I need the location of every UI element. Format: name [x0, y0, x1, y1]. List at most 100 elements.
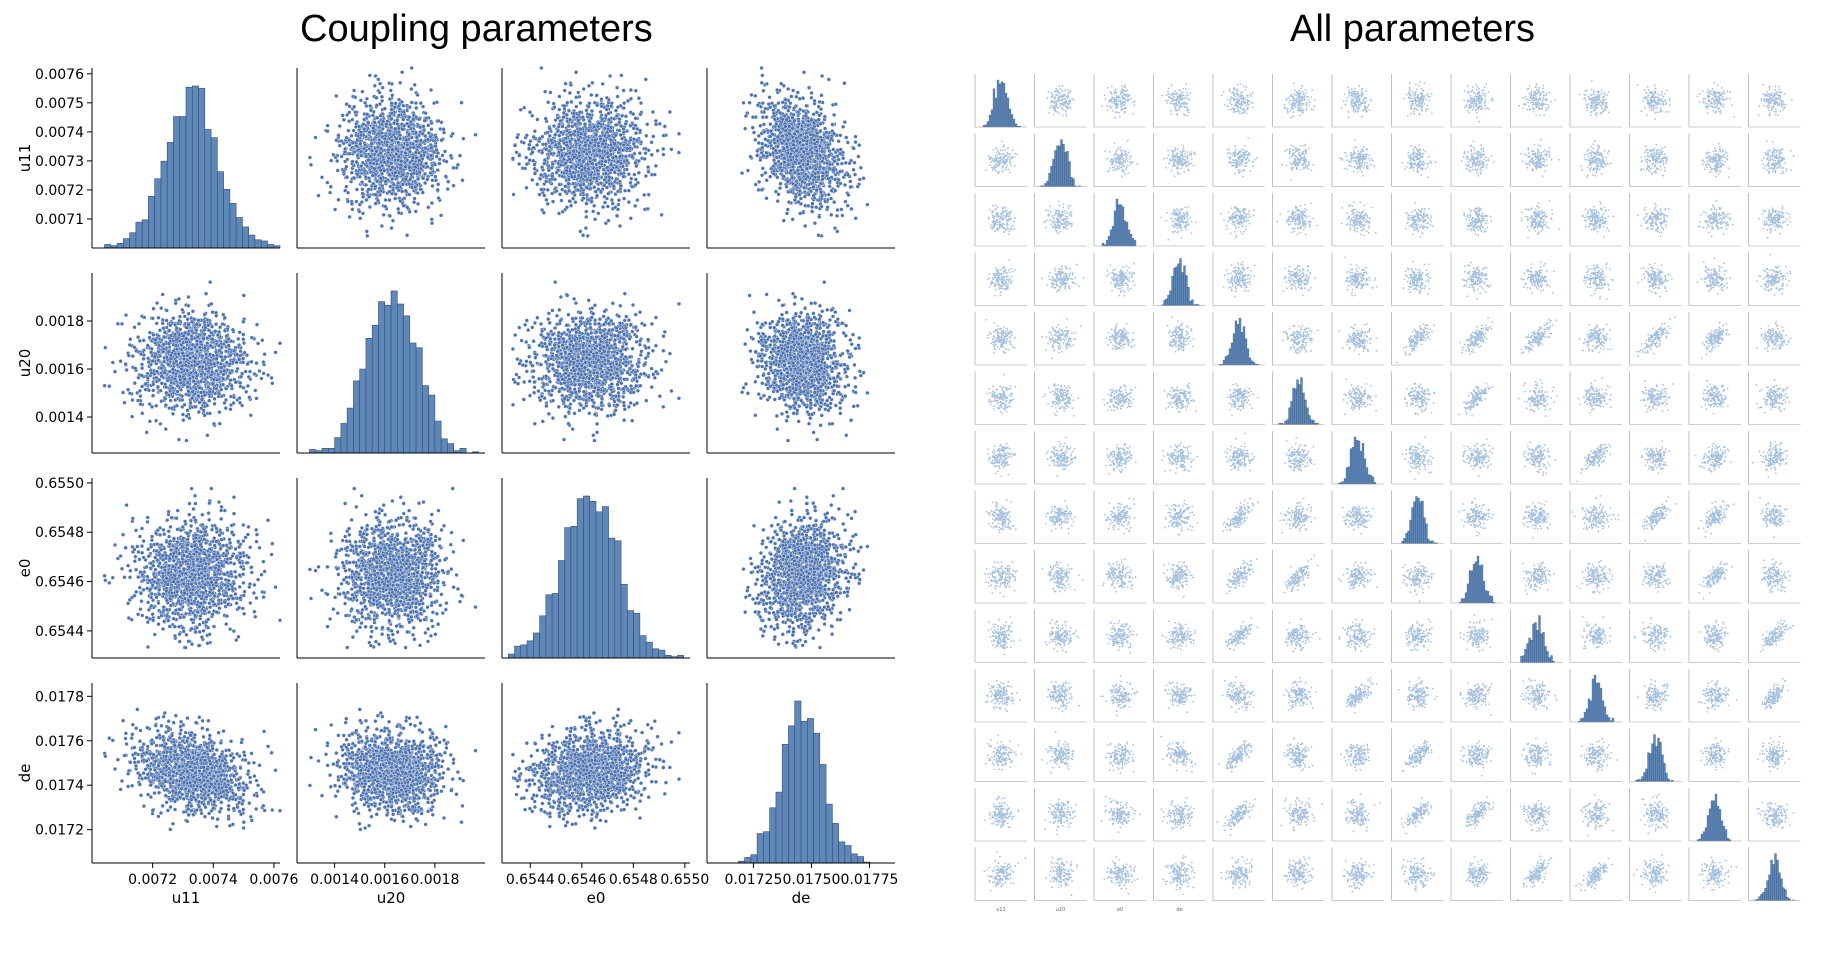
scatter-point [378, 168, 383, 173]
scatter-point [836, 177, 841, 182]
scatter-point [839, 207, 844, 212]
scatter-point [827, 153, 832, 158]
scatter-point [798, 196, 803, 201]
scatter-point [789, 147, 794, 152]
scatter-point [781, 174, 786, 179]
scatter-point [857, 177, 862, 182]
scatter-point [388, 88, 393, 93]
scatter-point [584, 192, 590, 197]
scatter-point [237, 396, 242, 401]
scatter-point [784, 117, 789, 122]
scatter-point [451, 183, 456, 188]
scatter-point [378, 113, 383, 118]
scatter-point [577, 110, 582, 115]
scatter-point [576, 118, 581, 123]
scatter-point [379, 94, 385, 99]
scatter-point [775, 199, 780, 204]
scatter-point [824, 170, 829, 175]
scatter-point [364, 96, 369, 101]
scatter-point [367, 130, 372, 135]
scatter-point [782, 156, 787, 161]
scatter-point [512, 143, 518, 148]
scatter-point [154, 321, 159, 326]
scatter-point [841, 156, 846, 161]
scatter-point [816, 175, 821, 180]
scatter-point [613, 192, 618, 197]
scatter-point [614, 113, 619, 119]
scatter-point [333, 155, 338, 160]
scatter-point [563, 81, 568, 86]
scatter-point [347, 110, 352, 115]
scatter-point [510, 156, 515, 161]
scatter-point [559, 162, 564, 168]
scatter-point [573, 200, 578, 205]
scatter-point [359, 163, 364, 169]
scatter-point [578, 101, 583, 106]
scatter-point [364, 197, 369, 203]
scatter-point [372, 166, 377, 171]
scatter-point [809, 95, 814, 100]
scatter-point [787, 105, 792, 110]
scatter-point [230, 327, 235, 332]
scatter-point [346, 190, 351, 195]
histogram-bar [141, 219, 149, 249]
scatter-point [339, 139, 344, 144]
scatter-point [150, 316, 155, 321]
scatter-point [841, 124, 846, 129]
scatter-point [631, 111, 636, 117]
scatter-point [651, 134, 656, 139]
scatter-point [740, 171, 745, 176]
scatter-point [785, 145, 790, 150]
scatter-point [861, 176, 866, 181]
scatter-point [819, 93, 824, 98]
scatter-point [461, 136, 466, 141]
scatter-point [804, 130, 809, 136]
scatter-point [636, 158, 641, 164]
scatter-point [581, 86, 586, 92]
scatter-point [547, 126, 552, 131]
scatter-point [751, 130, 757, 135]
scatter-point [590, 161, 595, 166]
scatter-point [826, 77, 831, 82]
scatter-point [606, 191, 611, 196]
scatter-point [817, 99, 822, 104]
scatter-point [414, 139, 419, 144]
scatter-point [586, 128, 591, 133]
scatter-point [394, 146, 399, 151]
scatter-point [363, 100, 368, 105]
scatter-point [429, 145, 434, 150]
scatter-point [357, 124, 362, 129]
scatter-point [595, 168, 600, 173]
scatter-point [436, 118, 441, 123]
scatter-point [804, 103, 809, 108]
scatter-point [355, 138, 360, 143]
histogram-bar [179, 116, 187, 249]
scatter-point [830, 122, 835, 127]
scatter-point [382, 136, 387, 141]
scatter-point [366, 158, 371, 163]
scatter-point [642, 156, 647, 161]
scatter-point [778, 181, 783, 186]
scatter-point [795, 129, 800, 134]
scatter-point [316, 193, 321, 198]
scatter-point [416, 176, 421, 181]
scatter-point [334, 93, 339, 98]
scatter-point [401, 109, 406, 115]
scatter-point [186, 294, 191, 300]
scatter-point [581, 159, 586, 164]
scatter-point [574, 104, 579, 109]
scatter-point [603, 159, 608, 164]
scatter-point [180, 404, 185, 409]
scatter-point [405, 157, 410, 163]
scatter-point [573, 122, 578, 127]
scatter-point [793, 194, 798, 199]
scatter-point [351, 175, 356, 180]
scatter-point [829, 212, 834, 217]
scatter-point [771, 146, 776, 151]
scatter-point [853, 216, 858, 221]
scatter-point [313, 135, 318, 140]
scatter-point [540, 134, 545, 139]
scatter-point [779, 168, 785, 173]
scatter-point [380, 183, 385, 188]
scatter-point [571, 190, 576, 195]
